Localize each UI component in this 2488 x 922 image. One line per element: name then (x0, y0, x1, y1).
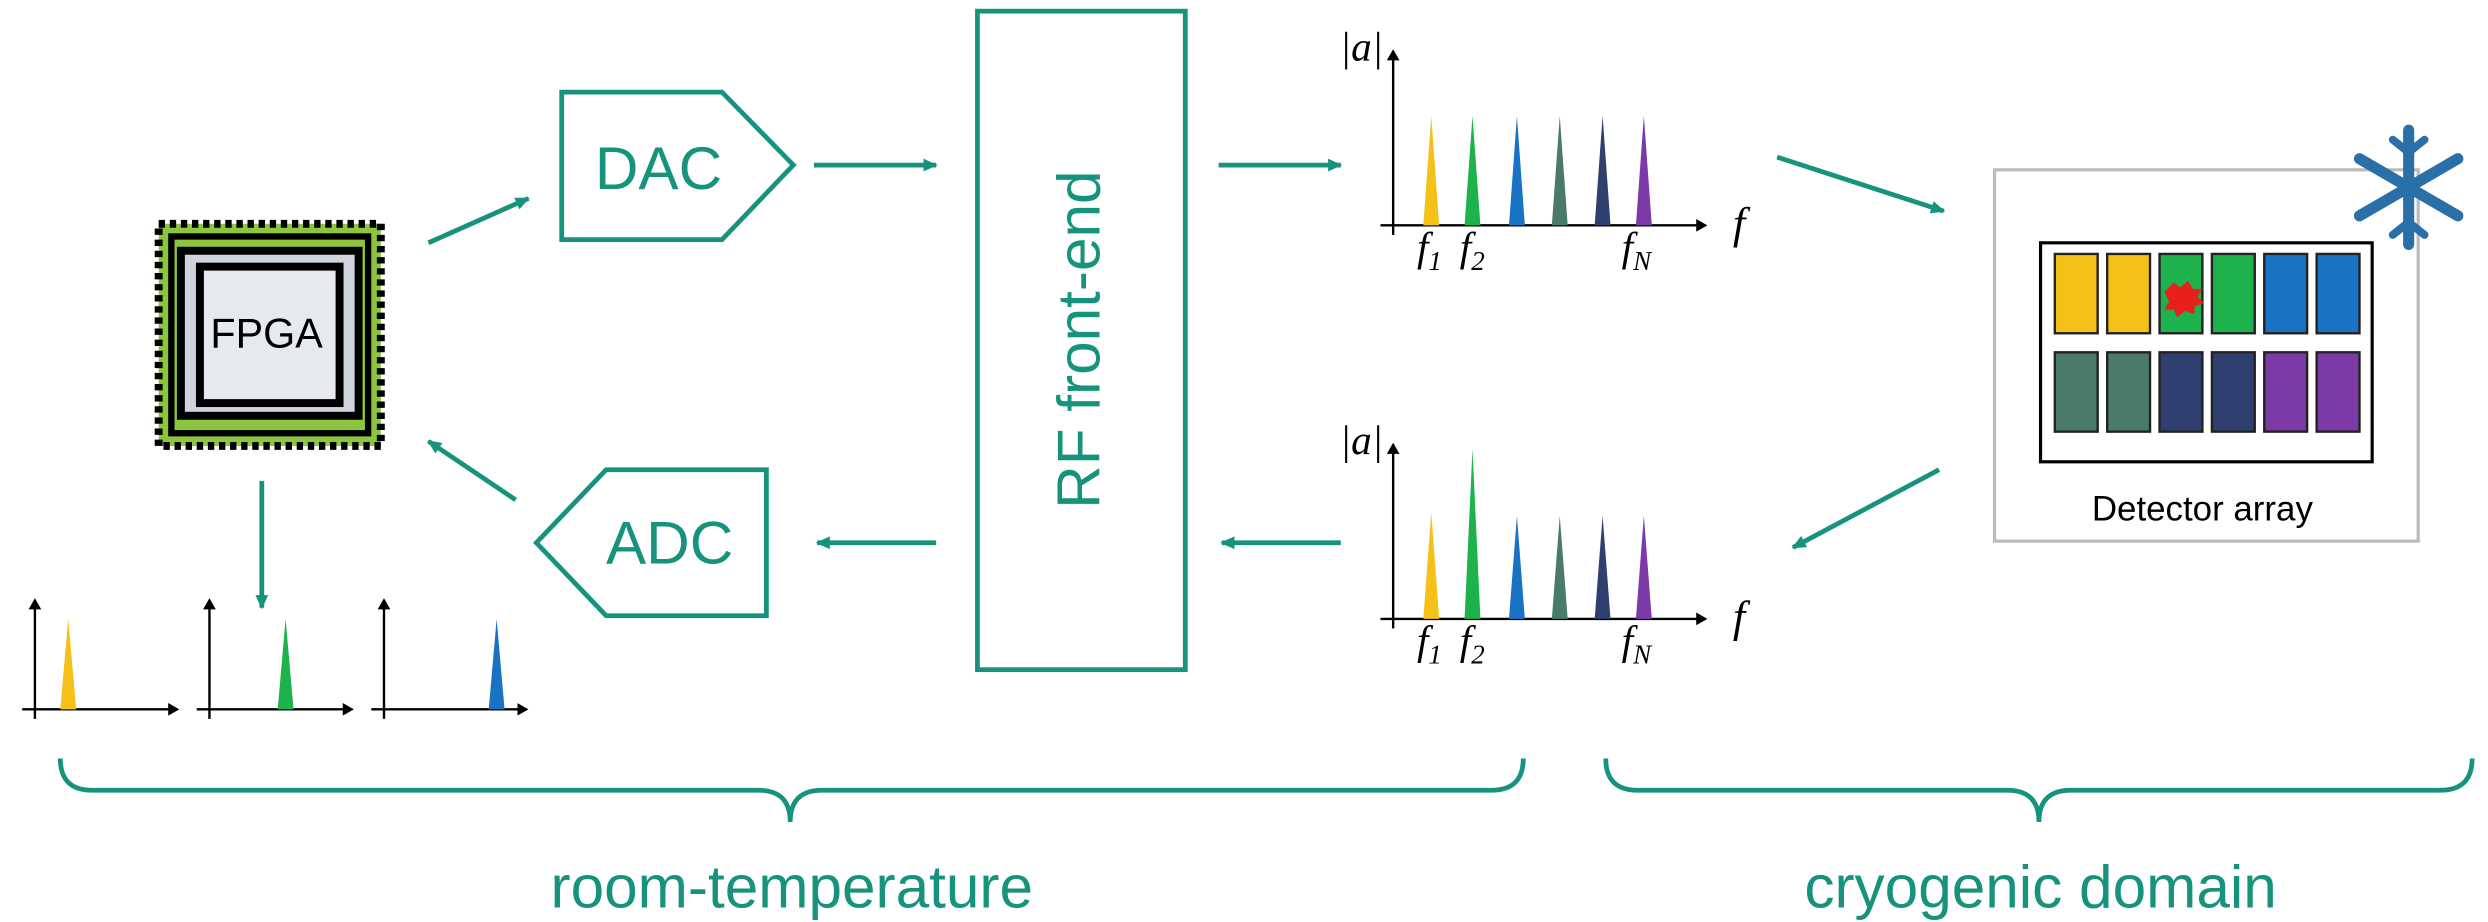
freq-sub: 2 (1471, 639, 1484, 669)
y-axis-label: |a| (1340, 23, 1383, 69)
peak (1464, 115, 1481, 226)
peak (1635, 515, 1652, 619)
freq-label: fN (1622, 617, 1653, 670)
peak (1508, 515, 1525, 619)
peak (1594, 515, 1611, 619)
detector-cell (2105, 351, 2152, 433)
freq-label: f2 (1460, 223, 1485, 276)
fpga-chip: FPGA (154, 219, 385, 450)
detector-cells (2053, 252, 2361, 433)
detector-cell (2105, 252, 2152, 335)
rf-label: RF front-end (1045, 170, 1113, 508)
snowflake (2353, 124, 2464, 250)
peak (60, 618, 77, 710)
peak (1423, 115, 1440, 226)
dac-label: DAC (595, 134, 722, 202)
freq-label: f1 (1417, 617, 1442, 670)
peak (1423, 512, 1440, 619)
x-axis-label: f (1733, 592, 1751, 642)
detector-cell (2210, 351, 2256, 433)
arrows (255, 154, 1946, 610)
detector-cell (2158, 351, 2204, 433)
domain-label: room-temperature (551, 853, 1033, 921)
y-axis-label: |a| (1340, 417, 1383, 463)
freq-sub: 1 (1428, 639, 1441, 669)
detector-cell (2315, 252, 2361, 335)
x-axis-label: f (1733, 198, 1751, 248)
detector-cell (2263, 252, 2309, 335)
peak (1508, 115, 1525, 226)
hit-splash (2164, 280, 2204, 318)
detector-cell (2210, 252, 2256, 335)
detector-cell (2053, 351, 2099, 433)
detector-cell (2053, 252, 2099, 335)
detector-cell (2263, 351, 2309, 433)
freq-sub: 1 (1428, 246, 1441, 276)
rf-box (975, 8, 1188, 673)
dac-box (559, 89, 797, 243)
freq-sub: N (1632, 246, 1653, 276)
fpga-label: FPGA (210, 311, 323, 357)
detector-label: Detector array (2092, 490, 2314, 529)
peak (1551, 115, 1568, 226)
freq-label: f2 (1460, 617, 1485, 670)
freq-label: fN (1622, 223, 1653, 276)
brace-room (57, 758, 1526, 823)
adc-label: ADC (606, 508, 733, 576)
detector-cell (2315, 351, 2361, 433)
freq-sub: N (1632, 639, 1653, 669)
peak (1594, 115, 1611, 226)
freq-sub: 2 (1471, 246, 1484, 276)
freq-label: f1 (1417, 223, 1442, 276)
peak (1635, 115, 1652, 226)
peak (1551, 515, 1568, 619)
domain-label: cryogenic domain (1804, 853, 2276, 921)
peak (1464, 449, 1481, 619)
peak (277, 618, 294, 710)
brace-cryo (1603, 758, 2475, 823)
adc-box (533, 467, 769, 619)
peak (488, 618, 505, 710)
